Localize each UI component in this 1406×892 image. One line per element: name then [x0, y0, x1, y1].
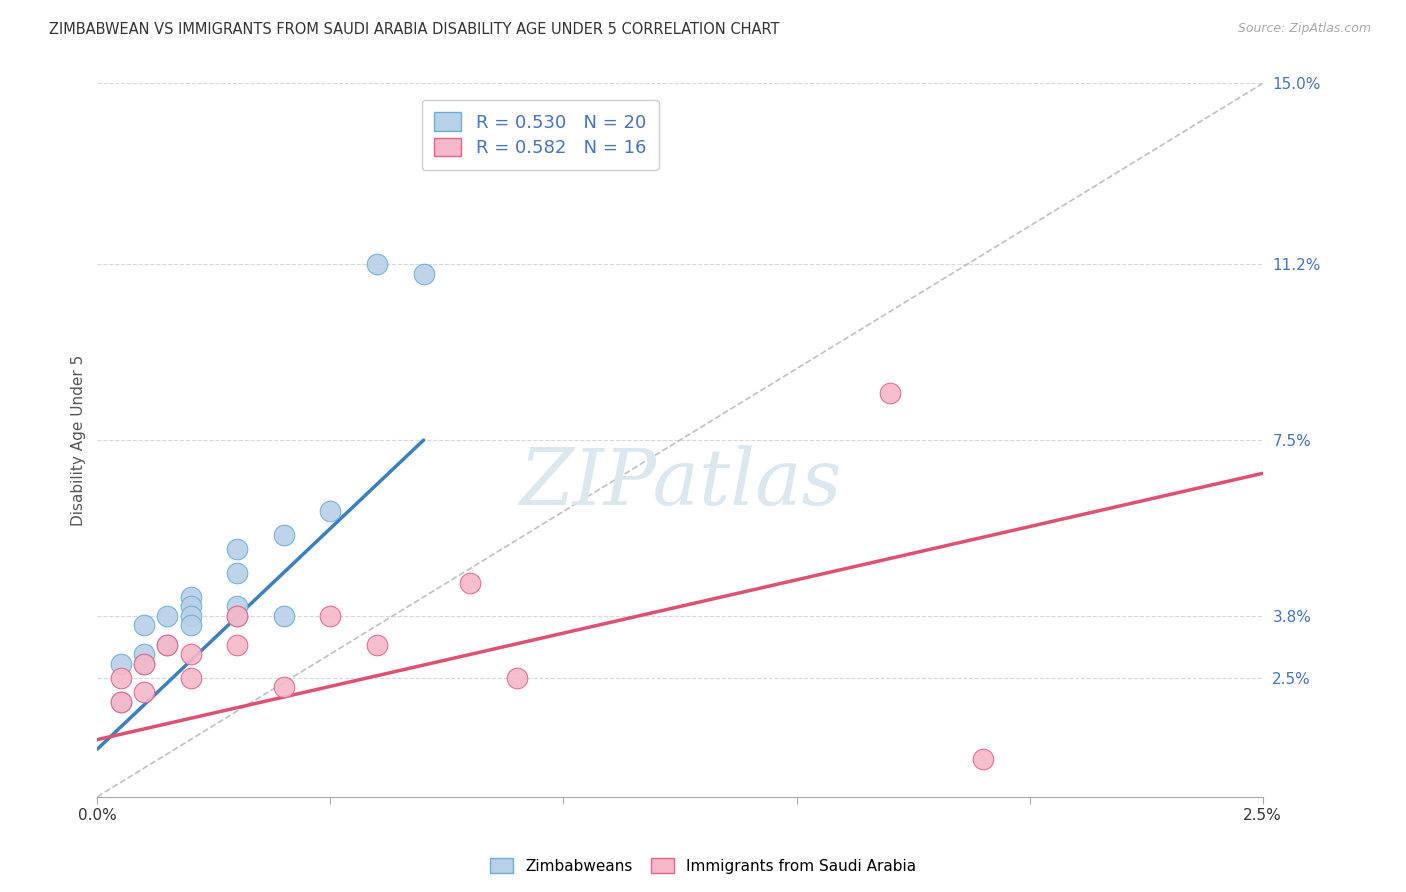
Point — [226, 542, 249, 557]
Point — [180, 609, 202, 624]
Point — [458, 575, 481, 590]
Text: ZIPatlas: ZIPatlas — [519, 445, 841, 521]
Point — [132, 618, 155, 632]
Point — [273, 681, 295, 695]
Point — [412, 267, 434, 281]
Point — [879, 385, 901, 400]
Point — [226, 566, 249, 581]
Point — [972, 751, 994, 765]
Point — [110, 695, 132, 709]
Point — [226, 609, 249, 624]
Legend: Zimbabweans, Immigrants from Saudi Arabia: Zimbabweans, Immigrants from Saudi Arabi… — [484, 852, 922, 880]
Point — [180, 618, 202, 632]
Point — [132, 647, 155, 661]
Point — [506, 671, 529, 685]
Point — [156, 638, 179, 652]
Point — [319, 609, 342, 624]
Point — [226, 609, 249, 624]
Point — [156, 638, 179, 652]
Text: ZIMBABWEAN VS IMMIGRANTS FROM SAUDI ARABIA DISABILITY AGE UNDER 5 CORRELATION CH: ZIMBABWEAN VS IMMIGRANTS FROM SAUDI ARAB… — [49, 22, 780, 37]
Point — [273, 609, 295, 624]
Point — [366, 257, 388, 271]
Point — [110, 671, 132, 685]
Point — [226, 638, 249, 652]
Point — [180, 590, 202, 604]
Text: Source: ZipAtlas.com: Source: ZipAtlas.com — [1237, 22, 1371, 36]
Point — [132, 685, 155, 699]
Point — [366, 638, 388, 652]
Point — [180, 599, 202, 614]
Point — [110, 695, 132, 709]
Y-axis label: Disability Age Under 5: Disability Age Under 5 — [72, 354, 86, 525]
Point — [110, 657, 132, 671]
Point — [319, 504, 342, 518]
Point — [132, 657, 155, 671]
Point — [156, 609, 179, 624]
Point — [273, 528, 295, 542]
Point — [180, 647, 202, 661]
Legend: R = 0.530   N = 20, R = 0.582   N = 16: R = 0.530 N = 20, R = 0.582 N = 16 — [422, 100, 659, 169]
Point — [180, 671, 202, 685]
Point — [132, 657, 155, 671]
Point — [226, 599, 249, 614]
